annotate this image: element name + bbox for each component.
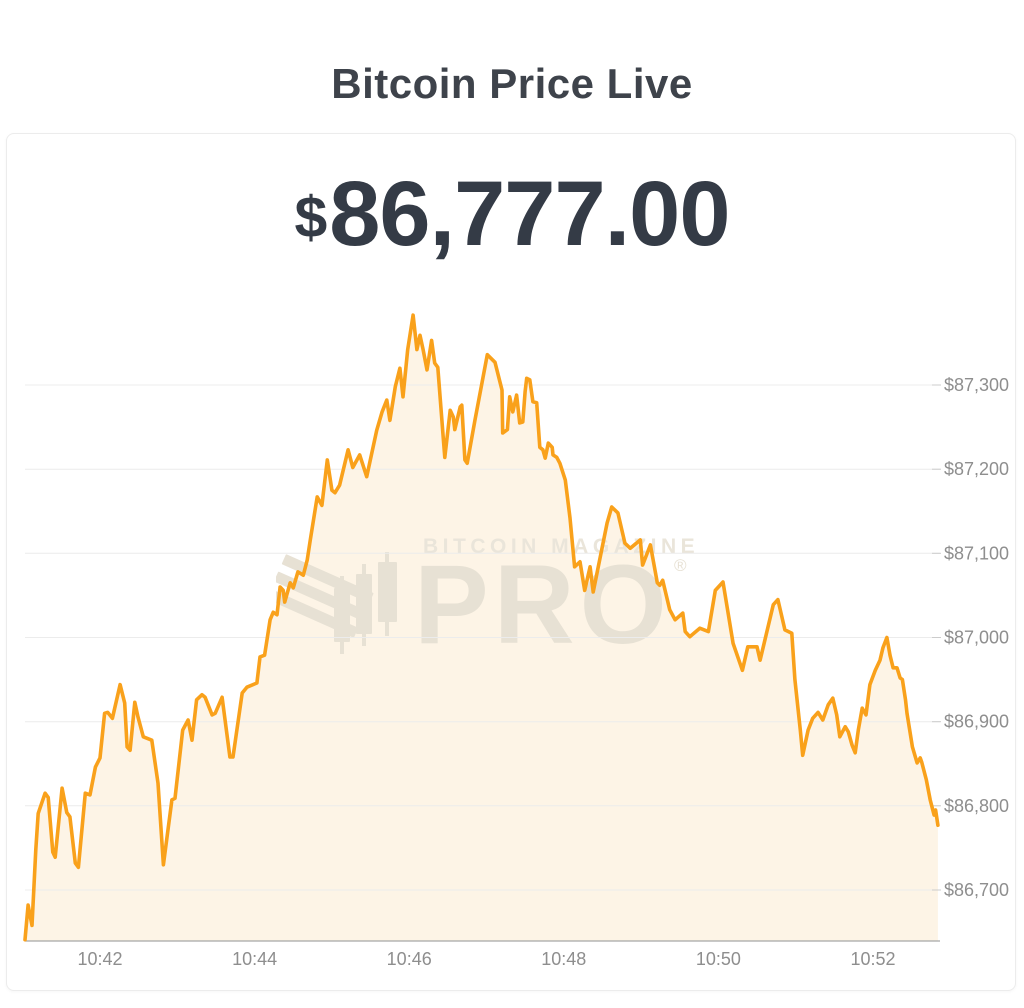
page-title: Bitcoin Price Live: [331, 60, 693, 108]
currency-symbol: $: [294, 184, 327, 250]
current-price: $86,777.00: [0, 162, 1024, 267]
price-amount: 86,777.00: [329, 163, 730, 265]
